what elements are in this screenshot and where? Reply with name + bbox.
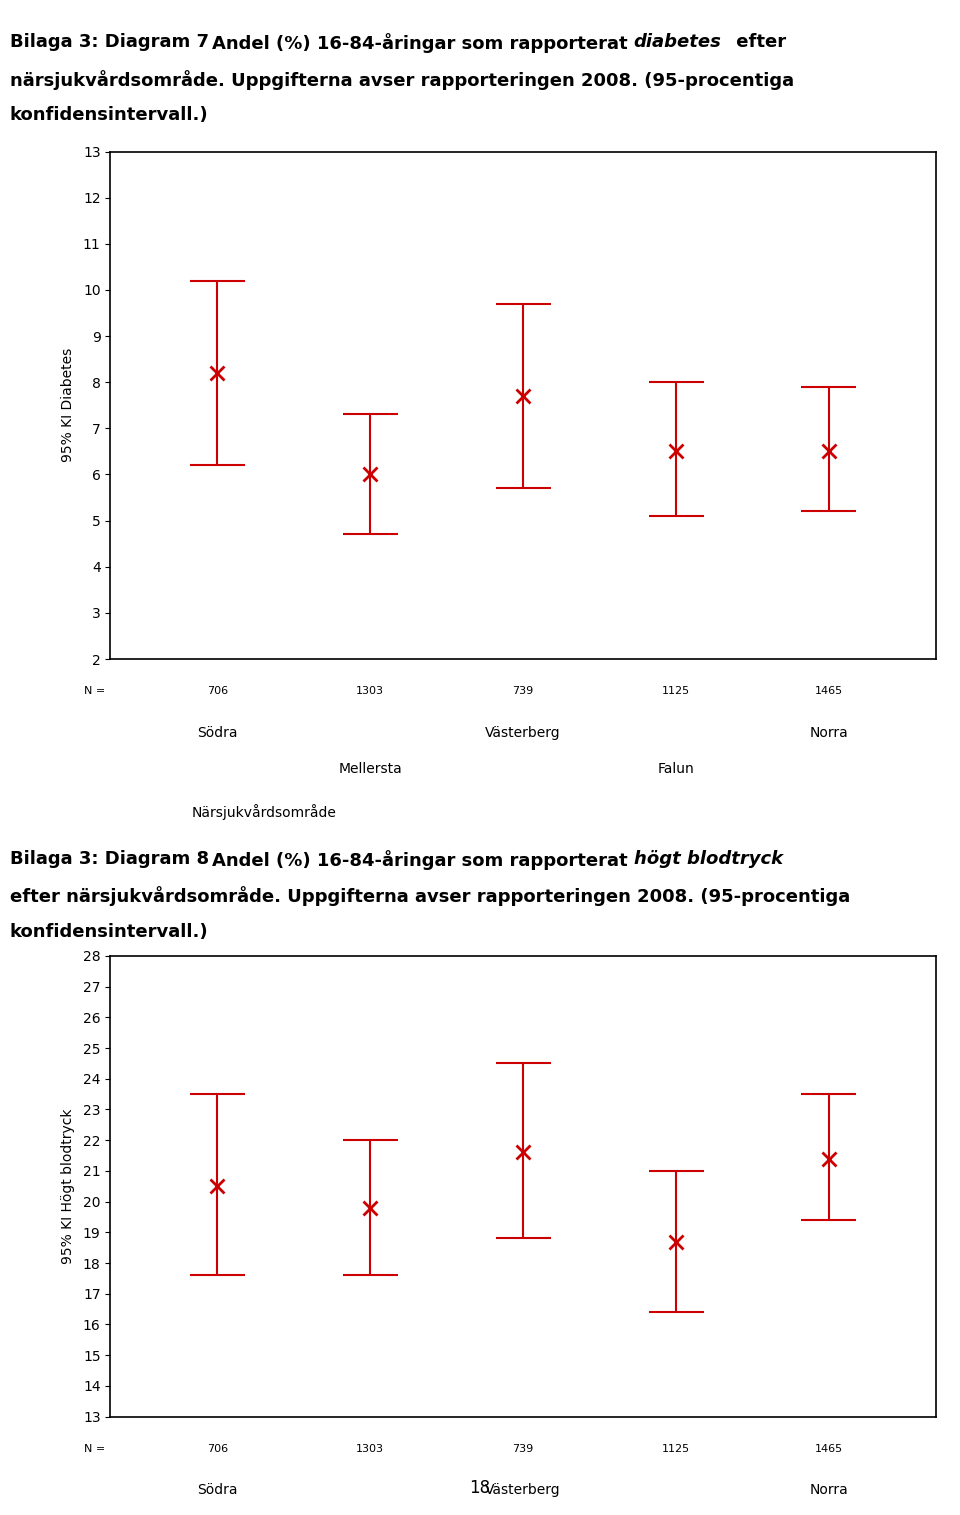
Text: 706: 706 bbox=[206, 686, 228, 697]
Text: Närsjukvårdsområde: Närsjukvårdsområde bbox=[192, 804, 337, 821]
Text: efter: efter bbox=[730, 33, 785, 52]
Text: 1125: 1125 bbox=[662, 1444, 690, 1454]
Text: Andel (%) 16-84-åringar som rapporterat: Andel (%) 16-84-åringar som rapporterat bbox=[187, 850, 634, 870]
Text: 739: 739 bbox=[513, 686, 534, 697]
Text: 706: 706 bbox=[206, 1444, 228, 1454]
Text: Västerberg: Västerberg bbox=[486, 1483, 561, 1497]
Text: högt blodtryck: högt blodtryck bbox=[634, 850, 782, 868]
Text: Södra: Södra bbox=[197, 1483, 238, 1497]
Text: Mellersta: Mellersta bbox=[339, 762, 402, 776]
Text: 1125: 1125 bbox=[662, 686, 690, 697]
Text: konfidensintervall.): konfidensintervall.) bbox=[10, 923, 208, 941]
Text: diabetes: diabetes bbox=[634, 33, 722, 52]
Text: Bilaga 3: Diagram 7: Bilaga 3: Diagram 7 bbox=[10, 33, 208, 52]
Text: Andel (%) 16-84-åringar som rapporterat: Andel (%) 16-84-åringar som rapporterat bbox=[187, 33, 634, 53]
Text: 739: 739 bbox=[513, 1444, 534, 1454]
Text: 1465: 1465 bbox=[815, 1444, 843, 1454]
Text: Bilaga 3: Diagram 8: Bilaga 3: Diagram 8 bbox=[10, 850, 208, 868]
Text: konfidensintervall.): konfidensintervall.) bbox=[10, 106, 208, 124]
Text: 1303: 1303 bbox=[356, 686, 384, 697]
Text: N =: N = bbox=[84, 1444, 106, 1454]
Text: Norra: Norra bbox=[809, 726, 849, 739]
Y-axis label: 95% KI Diabetes: 95% KI Diabetes bbox=[60, 348, 75, 462]
Text: 18: 18 bbox=[469, 1479, 491, 1497]
Text: 1465: 1465 bbox=[815, 686, 843, 697]
Text: efter närsjukvårdsområde. Uppgifterna avser rapporteringen 2008. (95-procentiga: efter närsjukvårdsområde. Uppgifterna av… bbox=[10, 886, 850, 906]
Text: Falun: Falun bbox=[658, 762, 694, 776]
Text: Västerberg: Västerberg bbox=[486, 726, 561, 739]
Text: Södra: Södra bbox=[197, 726, 238, 739]
Text: närsjukvårdsområde. Uppgifterna avser rapporteringen 2008. (95-procentiga: närsjukvårdsområde. Uppgifterna avser ra… bbox=[10, 70, 794, 89]
Text: N =: N = bbox=[84, 686, 106, 697]
Y-axis label: 95% KI Högt blodtryck: 95% KI Högt blodtryck bbox=[60, 1109, 75, 1264]
Text: 1303: 1303 bbox=[356, 1444, 384, 1454]
Text: Norra: Norra bbox=[809, 1483, 849, 1497]
